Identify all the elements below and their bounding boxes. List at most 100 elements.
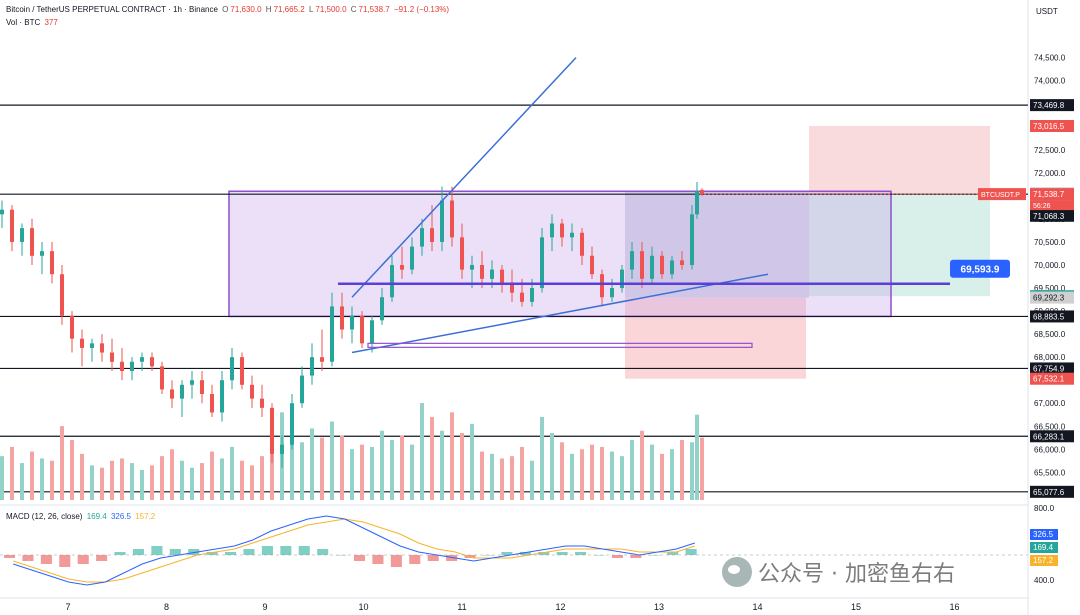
volume-bar: [30, 451, 34, 500]
price-badge: [1030, 188, 1074, 201]
macd-line: [13, 515, 695, 586]
y-tick-label: 66,000.0: [1034, 445, 1066, 454]
volume-bar: [10, 446, 14, 500]
candle-body: [50, 251, 54, 275]
price-badge-text: 69,292.3: [1033, 294, 1065, 303]
volume-bar: [420, 403, 424, 500]
y-tick-label: 67,000.0: [1034, 399, 1066, 408]
macd-badge-text: 326.5: [1033, 530, 1054, 539]
candle-body: [680, 260, 684, 265]
candle-body: [360, 315, 364, 344]
level-badge: [1030, 99, 1074, 112]
price-badge-text: 71,068.3: [1033, 212, 1065, 221]
macd-hist-bar: [519, 552, 531, 555]
macd-hist-bar: [169, 549, 181, 555]
macd-axis-bottom: 400.0: [1034, 576, 1055, 585]
candle-body: [30, 228, 34, 256]
macd-hist-bar: [372, 555, 384, 564]
candle-body: [490, 269, 494, 279]
candle-body: [130, 361, 134, 371]
macd-hist-bar: [77, 555, 89, 564]
macd-hist-bar: [446, 555, 458, 561]
y-tick-label: 69,500.0: [1034, 284, 1066, 293]
macd-hist-bar: [114, 552, 126, 555]
candle-body: [90, 343, 94, 348]
candle-body: [100, 343, 104, 353]
macd-hist-bar: [538, 552, 550, 555]
volume-bar: [670, 449, 674, 500]
position-risk-box-upper: [809, 126, 990, 195]
price-badge-text: 71,538.7: [1033, 190, 1065, 199]
candle-body: [660, 255, 664, 275]
candle-body: [320, 357, 324, 362]
candle-body: [170, 389, 174, 399]
callout-box: [950, 259, 1010, 278]
volume-bar: [440, 430, 444, 500]
candle-body: [440, 200, 444, 242]
close-label: C: [350, 5, 357, 14]
macd-hist-bar: [427, 555, 439, 561]
candle-body: [230, 357, 234, 381]
level-badge-text: 66,283.1: [1033, 432, 1065, 441]
volume-bar: [530, 460, 534, 500]
volume-value: 377: [44, 18, 58, 27]
symbol-title[interactable]: Bitcoin / TetherUS PERPETUAL CONTRACT · …: [6, 5, 218, 14]
volume-bar: [260, 456, 264, 500]
candle-body: [500, 269, 504, 284]
macd-hist-bar: [667, 552, 679, 555]
candle-body: [60, 274, 64, 316]
volume-bar: [100, 467, 104, 500]
candle-body: [280, 444, 284, 454]
hist-value: 157.2: [135, 512, 156, 521]
macd-hist-bar: [354, 555, 366, 561]
position-target-box: [809, 194, 990, 297]
candle-body: [550, 223, 554, 238]
volume-bar: [150, 465, 154, 500]
candle-body: [690, 214, 694, 265]
volume-bar: [700, 451, 704, 500]
candle-body: [330, 306, 334, 362]
volume-bar: [310, 428, 314, 500]
y-tick-label: 66,500.0: [1034, 422, 1066, 431]
level-badge-text: 68,883.5: [1033, 312, 1065, 321]
price-badge: [1030, 372, 1074, 385]
volume-bar: [110, 460, 114, 500]
volume-bar: [50, 460, 54, 500]
macd-badge-text: 169.4: [1033, 543, 1054, 552]
macd-hist-bar: [317, 549, 329, 555]
macd-hist-bar: [501, 552, 513, 555]
macd-label[interactable]: MACD (12, 26, close): [6, 512, 83, 521]
candle-body: [480, 265, 484, 279]
volume-bar: [690, 442, 694, 500]
macd-hist-bar: [96, 555, 108, 561]
price-badge: [1030, 209, 1074, 222]
candle-body: [80, 338, 84, 348]
level-badge-text: 65,077.6: [1033, 488, 1065, 497]
trendline-upper: [351, 57, 577, 298]
candle-body: [570, 232, 574, 238]
macd-hist-bar: [206, 552, 218, 555]
macd-hist-bar: [575, 552, 587, 555]
position-risk-box-lower: [625, 297, 806, 379]
candle-body: [670, 260, 674, 275]
candle-body: [70, 315, 74, 339]
y-tick-label: 74,500.0: [1034, 54, 1066, 63]
x-tick-label: 10: [358, 602, 368, 612]
level-badge-text: 67,754.9: [1033, 364, 1065, 373]
candle-body: [350, 315, 354, 330]
watermark-text: 公众号 · 加密鱼右右: [758, 562, 955, 587]
volume-bar: [695, 414, 699, 500]
candle-body: [640, 251, 644, 279]
macd-badge-text: 157.2: [1033, 556, 1054, 565]
candle-body: [590, 255, 594, 275]
volume-bar: [500, 458, 504, 500]
candle-body: [540, 237, 544, 289]
x-tick-label: 12: [555, 602, 565, 612]
macd-hist-bar: [335, 555, 347, 556]
volume-bar: [540, 416, 544, 500]
y-tick-label: 70,000.0: [1034, 261, 1066, 270]
volume-label[interactable]: Vol · BTC: [6, 18, 41, 27]
macd-hist-bar: [298, 546, 310, 555]
candle-body: [510, 283, 514, 293]
